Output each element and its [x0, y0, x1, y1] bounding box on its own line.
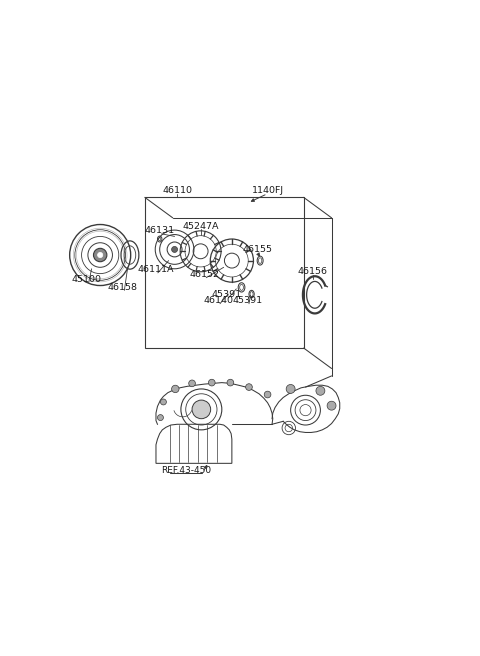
Circle shape: [160, 399, 167, 405]
Text: 46156: 46156: [298, 267, 328, 276]
Circle shape: [327, 401, 336, 410]
Circle shape: [189, 380, 195, 386]
Text: 46110: 46110: [162, 186, 192, 195]
Text: 45391: 45391: [212, 291, 242, 299]
Circle shape: [264, 391, 271, 398]
Text: REF.43-450: REF.43-450: [161, 466, 211, 476]
Text: 46140: 46140: [203, 297, 233, 305]
Circle shape: [208, 379, 215, 386]
Circle shape: [172, 247, 178, 253]
Circle shape: [94, 249, 107, 262]
Circle shape: [316, 386, 325, 396]
Text: 45247A: 45247A: [182, 222, 219, 231]
Circle shape: [246, 384, 252, 390]
Text: 1140FJ: 1140FJ: [252, 186, 284, 195]
Circle shape: [192, 400, 211, 419]
Circle shape: [286, 384, 295, 394]
Text: 46158: 46158: [108, 283, 137, 292]
Text: 46152: 46152: [189, 270, 219, 279]
Text: 45391: 45391: [232, 297, 262, 305]
Text: 46111A: 46111A: [138, 266, 174, 274]
Bar: [145, 197, 304, 348]
Text: 46155: 46155: [242, 245, 272, 254]
Circle shape: [97, 253, 103, 258]
Text: 46131: 46131: [144, 226, 175, 236]
Circle shape: [157, 415, 163, 420]
Circle shape: [227, 379, 234, 386]
Circle shape: [172, 385, 179, 393]
Text: 45100: 45100: [72, 276, 102, 285]
